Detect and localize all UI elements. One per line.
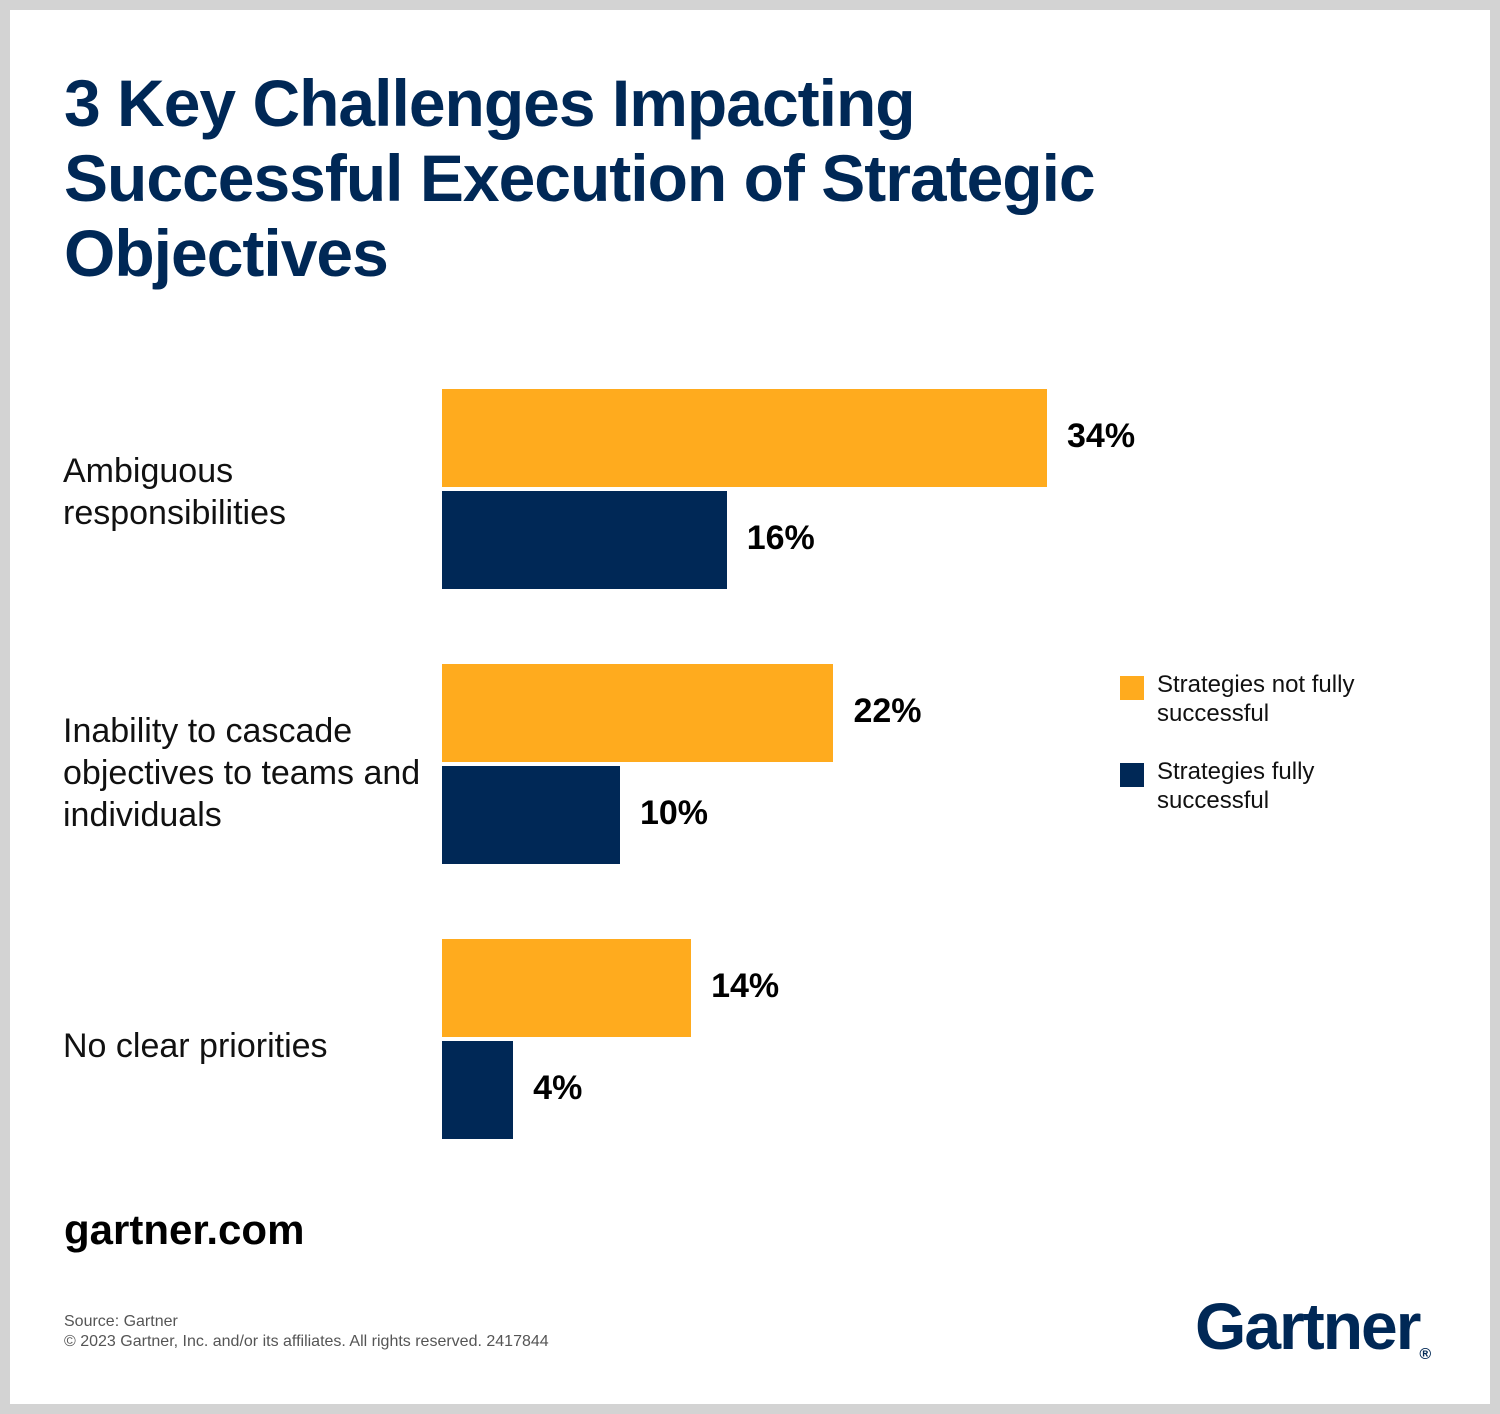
gartner-logo: Gartner®	[1195, 1289, 1431, 1363]
data-label: 34%	[1067, 417, 1136, 455]
source-text: Source: Gartner	[64, 1313, 178, 1330]
website-link[interactable]: gartner.com	[64, 1206, 305, 1253]
bar-fully-successful	[442, 766, 620, 864]
data-label: 14%	[711, 967, 780, 1005]
data-label: 22%	[853, 692, 922, 730]
bar-fully-successful	[442, 1041, 514, 1139]
category-label: Inability to cascade objectives to teams…	[63, 712, 421, 834]
legend-swatch	[1120, 763, 1144, 787]
legend-label: Strategies fully successful	[1157, 758, 1315, 814]
category-label: No clear priorities	[63, 1027, 328, 1065]
data-label: 16%	[746, 519, 815, 557]
bar-fully-successful	[442, 491, 727, 589]
infographic-card: 3 Key Challenges Impacting Successful Ex…	[10, 10, 1490, 1404]
copyright-text: © 2023 Gartner, Inc. and/or its affiliat…	[64, 1333, 549, 1350]
legend-label: Strategies not fully successful	[1157, 671, 1355, 727]
data-label: 4%	[533, 1069, 583, 1107]
data-label: 10%	[639, 794, 708, 832]
bar-not-fully-successful	[442, 664, 834, 762]
chart-title: 3 Key Challenges Impacting Successful Ex…	[64, 66, 1096, 290]
bar-not-fully-successful	[442, 939, 692, 1037]
legend-swatch	[1120, 676, 1144, 700]
bar-not-fully-successful	[442, 389, 1047, 487]
category-label: Ambiguous responsibilities	[63, 452, 286, 532]
source-note: Source: Gartner © 2023 Gartner, Inc. and…	[64, 1312, 549, 1352]
